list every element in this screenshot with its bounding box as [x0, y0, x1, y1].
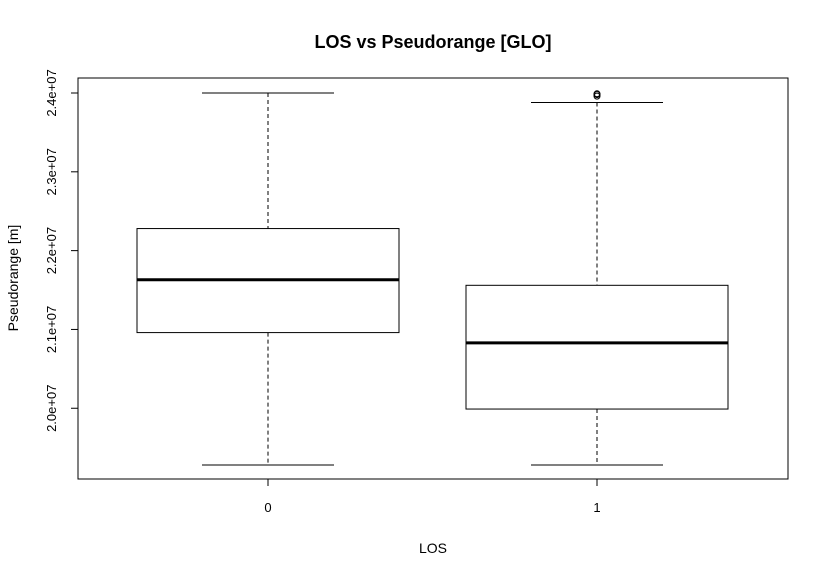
y-tick-label-1: 2.1e+07 — [44, 306, 59, 353]
x-tick-label-1: 1 — [593, 500, 600, 515]
y-axis: 2.0e+07 2.1e+07 2.2e+07 2.3e+07 2.4e+07 — [44, 69, 78, 432]
x-axis-label: LOS — [419, 540, 447, 556]
boxes — [136, 90, 729, 466]
outlier-1-2 — [593, 90, 601, 98]
y-tick-label-0: 2.0e+07 — [44, 385, 59, 432]
y-tick-label-3: 2.3e+07 — [44, 148, 59, 195]
box-group-0 — [136, 92, 400, 466]
box-1 — [465, 284, 729, 410]
plot-frame — [77, 77, 789, 480]
chart-title: LOS vs Pseudorange [GLO] — [314, 32, 551, 52]
y-tick-label-4: 2.4e+07 — [44, 69, 59, 116]
y-tick-label-2: 2.2e+07 — [44, 227, 59, 274]
x-tick-label-0: 0 — [264, 500, 271, 515]
box-group-1 — [465, 90, 729, 466]
y-axis-label: Pseudorange [m] — [5, 225, 21, 332]
